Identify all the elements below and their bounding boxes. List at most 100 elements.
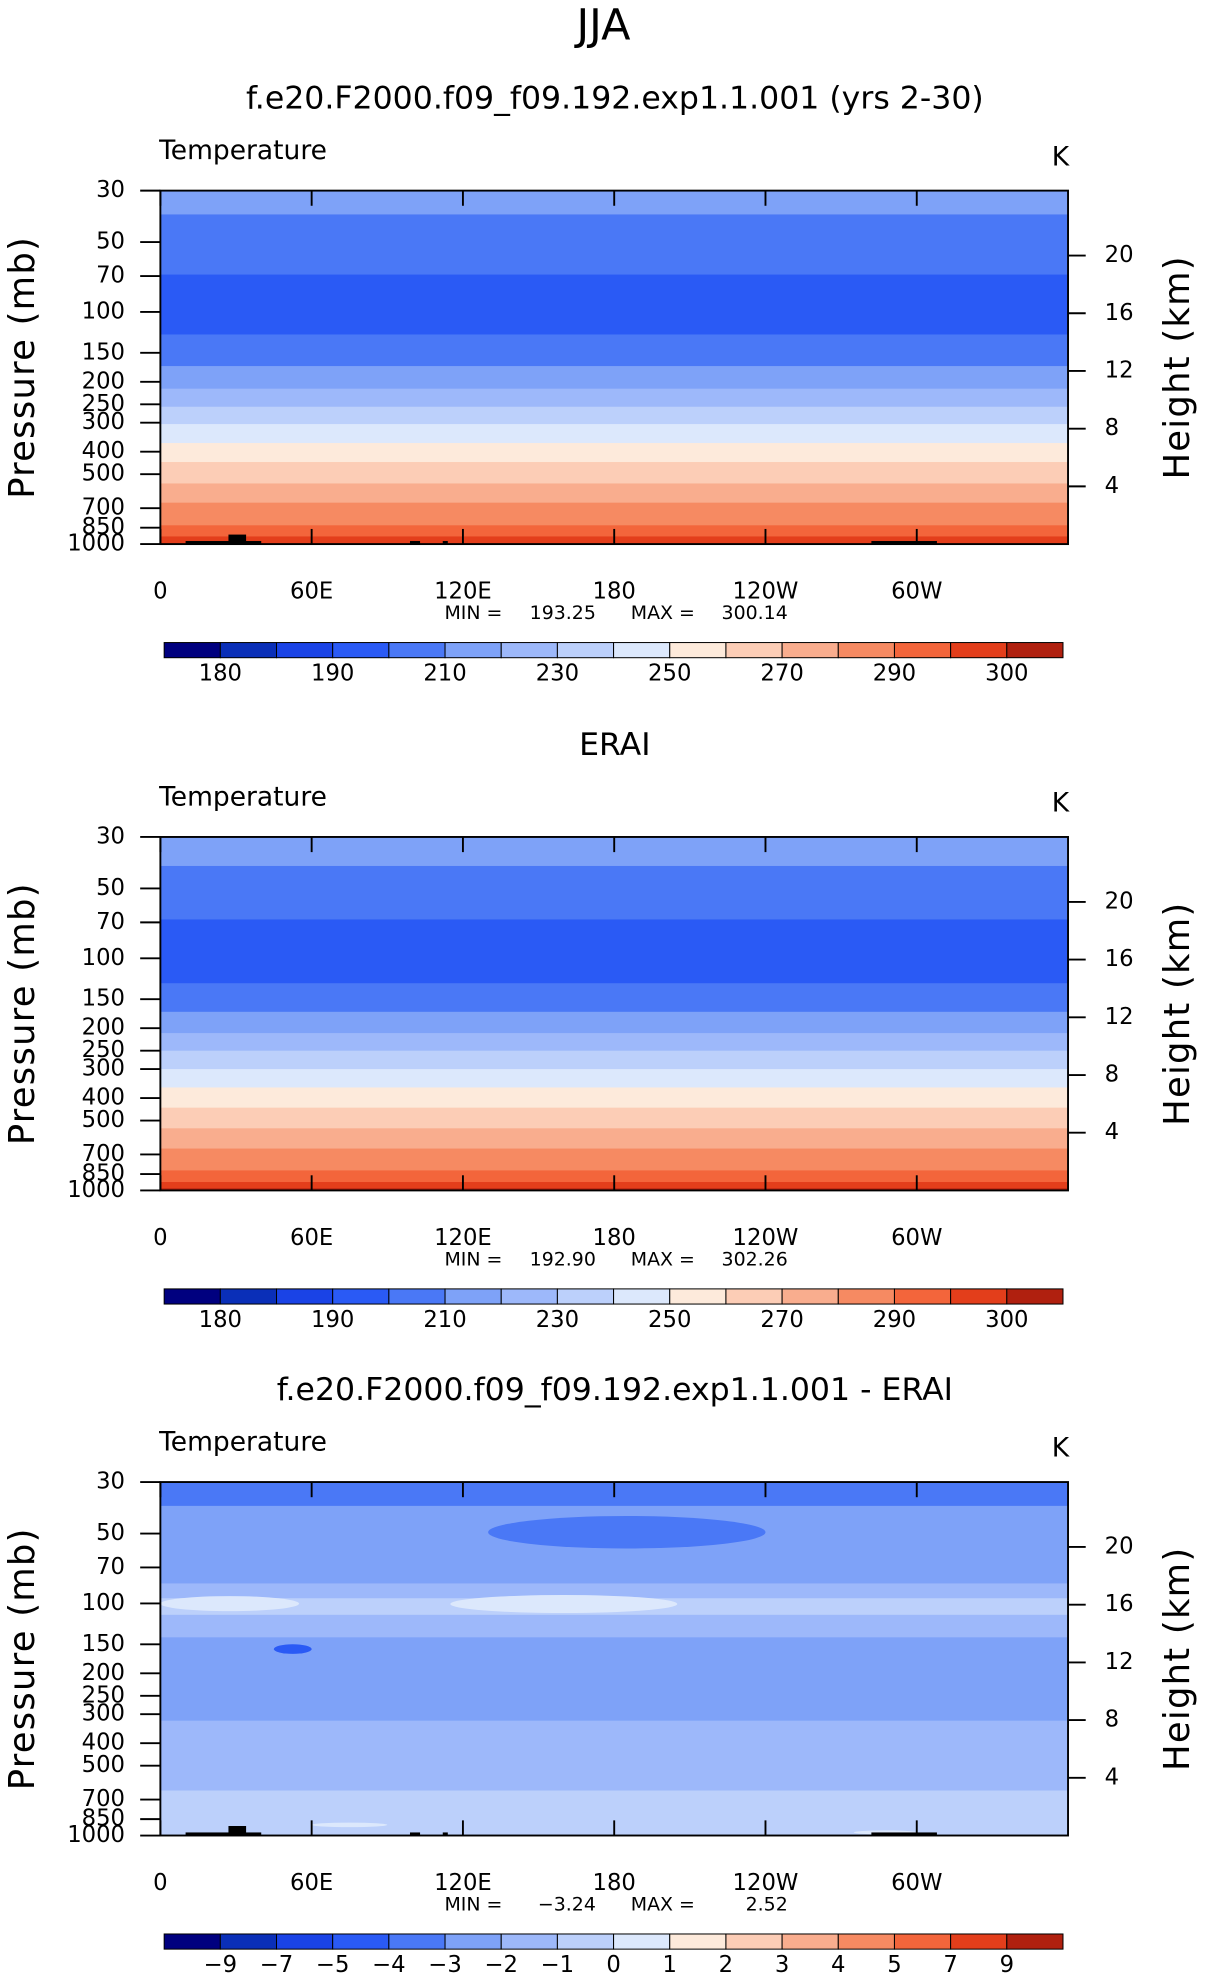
y-tick-label: 1000: [67, 531, 125, 557]
y-tick-label: 400: [82, 1730, 125, 1756]
y2-tick-label: 16: [1105, 946, 1134, 972]
contour-band: [160, 443, 1069, 463]
x-tick-label: 120W: [733, 1225, 799, 1251]
panel-subtitle: Temperature: [158, 1426, 327, 1457]
y2-tick-label: 20: [1105, 1533, 1134, 1559]
contour-patch: [450, 1595, 678, 1614]
contour-band: [160, 502, 1069, 526]
contour-band: [160, 983, 1069, 1013]
figure-title: JJA: [574, 0, 631, 50]
colorbar-label: 3: [775, 1952, 789, 1978]
x-tick-label: 180: [593, 1870, 636, 1896]
y-tick-label: 100: [82, 1590, 125, 1616]
y-tick-label: 700: [82, 1141, 125, 1167]
contour-band: [160, 1614, 1069, 1638]
colorbar-box: [669, 1933, 727, 1950]
contour-band: [160, 865, 1069, 921]
contour-patch: [160, 1596, 300, 1612]
topography: [228, 534, 247, 545]
contour-band: [160, 214, 1069, 276]
panel-subtitle: Temperature: [158, 135, 327, 166]
colorbar-label: −9: [204, 1952, 237, 1978]
y-tick-label: 1000: [67, 1822, 125, 1848]
y-tick-label: 200: [82, 368, 125, 394]
colorbar-label: 230: [536, 1307, 579, 1333]
colorbar-label: 270: [760, 1307, 803, 1333]
contour-band: [160, 1148, 1069, 1172]
colorbar-label: −1: [541, 1952, 575, 1978]
contour-patch: [273, 1644, 312, 1654]
colorbar-label: 270: [760, 661, 803, 687]
x-tick-label: 120E: [434, 1870, 492, 1896]
stat-value: 302.26: [722, 1248, 788, 1270]
contour-band: [160, 406, 1069, 425]
colorbar-box: [556, 1288, 615, 1305]
x-tick-label: 60E: [290, 1870, 333, 1896]
x-tick-label: 0: [153, 579, 167, 605]
y-tick-label: 300: [82, 1056, 125, 1082]
colorbar-box: [613, 642, 671, 659]
colorbar-label: −2: [484, 1952, 517, 1978]
colorbar-box: [669, 642, 727, 659]
colorbar-box: [893, 1933, 952, 1950]
y2-tick-label: 4: [1105, 1764, 1119, 1790]
y-tick-label: 250: [82, 1037, 125, 1063]
contour-band: [160, 1107, 1069, 1129]
y-tick-label: 150: [82, 339, 125, 365]
y2-tick-label: 16: [1105, 300, 1134, 326]
colorbar-label: −7: [260, 1952, 294, 1978]
colorbar-box: [500, 1933, 558, 1950]
colorbar-box: [444, 1933, 502, 1950]
colorbar-box: [781, 1288, 839, 1305]
stat-name: MIN =: [444, 602, 502, 624]
x-tick-label: 120W: [733, 1870, 799, 1896]
y-tick-label: 300: [82, 1701, 125, 1727]
colorbar-box: [893, 642, 952, 659]
y-tick-label: 30: [96, 823, 125, 849]
stat-value: −3.24: [538, 1893, 596, 1915]
x-tick-label: 120E: [434, 579, 492, 605]
y-axis-label: Pressure (mb): [2, 1527, 43, 1790]
panel-title: f.e20.F2000.f09_f09.192.exp1.1.001 (yrs …: [246, 81, 984, 117]
y-tick-label: 500: [82, 461, 125, 487]
colorbar-box: [500, 1288, 558, 1305]
topography: [409, 541, 421, 545]
colorbar-box: [725, 1288, 783, 1305]
topography: [228, 1826, 247, 1836]
topography: [185, 1832, 262, 1836]
units: K: [1052, 1433, 1070, 1464]
colorbar-label: 180: [199, 661, 242, 687]
y-tick-label: 700: [82, 495, 125, 521]
colorbar-label: 210: [423, 1307, 466, 1333]
colorbar-label: 230: [536, 661, 579, 687]
colorbar-box: [837, 1933, 895, 1950]
y-tick-label: 100: [82, 945, 125, 971]
y2-tick-label: 8: [1105, 415, 1119, 441]
y-tick-label: 30: [96, 1469, 125, 1495]
colorbar-label: 1: [663, 1952, 677, 1978]
topography: [442, 1832, 448, 1836]
contour-band: [160, 462, 1069, 485]
colorbar-box: [725, 642, 783, 659]
colorbar-box: [163, 642, 221, 659]
y-tick-label: 200: [82, 1660, 125, 1686]
colorbar-label: 210: [423, 661, 466, 687]
y-tick-label: 400: [82, 1085, 125, 1111]
stat-value: 192.90: [530, 1248, 596, 1270]
contour-patch: [488, 1515, 766, 1549]
y2-tick-label: 8: [1105, 1707, 1119, 1733]
colorbar-box: [332, 1933, 390, 1950]
x-tick-label: 120E: [434, 1225, 492, 1251]
contour-patch: [311, 1822, 388, 1828]
colorbar-box: [332, 642, 390, 659]
colorbar-box: [163, 1288, 221, 1305]
colorbar-box: [613, 1933, 671, 1950]
colorbar-label: −5: [316, 1952, 350, 1978]
colorbar-box: [163, 1933, 221, 1950]
colorbar-box: [556, 1933, 615, 1950]
y-tick-label: 500: [82, 1752, 125, 1778]
contour-band: [160, 483, 1069, 504]
panel-subtitle: Temperature: [158, 781, 327, 812]
stat-name: MIN =: [444, 1893, 502, 1915]
colorbar-label: 2: [719, 1952, 733, 1978]
